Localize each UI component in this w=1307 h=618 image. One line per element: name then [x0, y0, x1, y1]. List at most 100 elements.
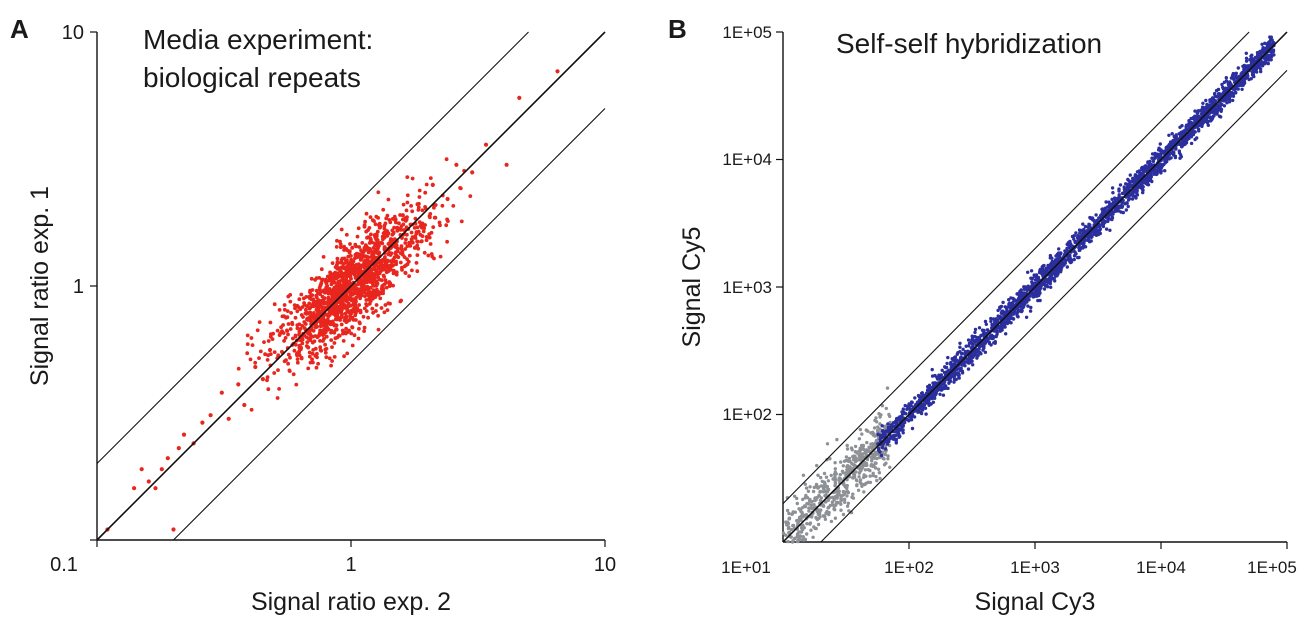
- panel-a-data-point: [405, 232, 409, 237]
- panel-a-x-axis-label: Signal ratio exp. 2: [251, 588, 451, 616]
- panel-a-data-point: [132, 486, 137, 491]
- panel-a-data-point: [376, 241, 381, 246]
- panel-a-data-point: [275, 328, 280, 333]
- panel-a-y-tick-label: 1: [73, 276, 84, 298]
- panel-b-data-point: [891, 437, 896, 441]
- panel-a-data-point: [374, 282, 379, 287]
- panel-b-data-point: [833, 477, 838, 482]
- panel-b-data-point: [800, 506, 804, 510]
- panel-b-data-point: [970, 337, 975, 341]
- panel-a-data-point: [306, 336, 311, 341]
- panel-a-data-point: [403, 247, 408, 251]
- panel-b-data-point: [971, 342, 975, 346]
- panel-b-data-point: [807, 509, 811, 513]
- panel-a-data-point: [413, 236, 418, 240]
- panel-b-data-point: [1089, 239, 1093, 243]
- panel-a-data-point: [255, 328, 260, 333]
- panel-a-data-point: [308, 290, 312, 295]
- panel-b-data-point: [955, 352, 959, 356]
- panel-a-data-point: [282, 303, 287, 307]
- panel-a-data-point: [350, 270, 355, 275]
- panel-b-data-point: [962, 359, 967, 364]
- panel-b-data-point: [858, 446, 862, 450]
- panel-b-data-point: [1059, 262, 1064, 266]
- panel-b-data-point: [989, 316, 993, 321]
- panel-b-data-point: [822, 471, 827, 476]
- panel-a-data-point: [295, 353, 299, 358]
- panel-a-data-point: [321, 328, 326, 333]
- panel-b-data-point: [1201, 101, 1205, 106]
- panel-a-data-point: [338, 268, 342, 273]
- panel-a-data-point: [293, 315, 298, 320]
- panel-a-data-point: [336, 289, 341, 294]
- panel-b-data-point: [876, 432, 880, 436]
- panel-a-data-point: [438, 223, 442, 228]
- panel-b-data-point: [809, 515, 814, 519]
- panel-b-data-point: [841, 464, 845, 468]
- panel-b-data-point: [1089, 234, 1094, 239]
- panel-a-data-point: [298, 327, 303, 331]
- panel-b-data-point: [1086, 235, 1091, 239]
- panel-a-data-point: [318, 283, 323, 288]
- panel-a-data-point: [286, 322, 291, 326]
- panel-b-data-point: [1270, 50, 1274, 54]
- panel-b-data-point: [1081, 222, 1085, 226]
- panel-a-data-point: [310, 288, 315, 292]
- panel-a-data-point: [248, 357, 253, 362]
- panel-b-data-point: [1117, 204, 1121, 209]
- panel-b-data-point: [875, 478, 879, 483]
- panel-b-data-point: [942, 382, 946, 386]
- panel-a-data-point: [310, 357, 314, 362]
- panel-b-data-point: [793, 494, 797, 498]
- panel-b-data-point: [1184, 137, 1189, 142]
- panel-b-data-point: [1049, 256, 1053, 260]
- panel-a-data-point: [249, 407, 254, 412]
- panel-b-data-point: [973, 334, 977, 339]
- panel-b-data-point: [1011, 312, 1015, 316]
- panel-b-data-point: [895, 430, 899, 434]
- panel-b-data-point: [1032, 294, 1037, 299]
- panel-b-data-point: [1253, 55, 1258, 60]
- panel-b-data-point: [816, 522, 821, 527]
- panel-a-data-point: [427, 232, 432, 237]
- panel-b-data-point: [941, 393, 946, 397]
- panel-b-data-point: [1092, 232, 1096, 237]
- panel-b-data-point: [807, 506, 811, 510]
- panel-b-data-point: [1019, 308, 1023, 312]
- panel-a-data-point: [345, 270, 350, 275]
- panel-a-data-point: [354, 244, 358, 249]
- panel-a-data-point: [388, 220, 393, 225]
- panel-a-data-point: [313, 278, 317, 282]
- panel-a-data-point: [349, 267, 353, 272]
- panel-b-data-point: [940, 368, 944, 372]
- panel-b-data-point: [842, 459, 847, 463]
- panel-a-data-point: [332, 322, 336, 327]
- panel-a-data-point: [271, 331, 275, 336]
- panel-b-data-point: [787, 511, 791, 516]
- panel-b-data-point: [887, 439, 891, 444]
- panel-a-data-point: [426, 253, 431, 258]
- panel-b-data-point: [994, 334, 998, 339]
- panel-b-data-point: [974, 338, 979, 343]
- panel-b-data-point: [824, 475, 829, 479]
- panel-a-data-point: [335, 238, 339, 243]
- panel-a-data-point: [483, 142, 489, 147]
- panel-b-data-point: [1000, 328, 1004, 332]
- panel-b-data-point: [1053, 258, 1058, 262]
- panel-b-data-point: [809, 528, 813, 532]
- panel-b-data-point: [1059, 267, 1063, 271]
- panel-b-data-point: [923, 406, 928, 410]
- panel-a-data-point: [317, 298, 321, 303]
- panel-a-data-point: [344, 293, 349, 298]
- panel-b: B Self-self hybridization 1E+05 1E+04 1E…: [668, 14, 1297, 616]
- panel-b-data-point: [853, 444, 858, 449]
- panel-b-data-point: [984, 322, 988, 326]
- panel-b-data-point: [946, 386, 950, 391]
- panel-b-data-point: [793, 510, 797, 514]
- panel-a-data-point: [332, 289, 337, 293]
- panel-b-data-point: [1055, 274, 1059, 278]
- panel-b-data-point: [1072, 257, 1076, 262]
- panel-b-data-point: [909, 400, 914, 404]
- panel-b-data-point: [998, 305, 1002, 309]
- panel-b-data-point: [1171, 150, 1175, 154]
